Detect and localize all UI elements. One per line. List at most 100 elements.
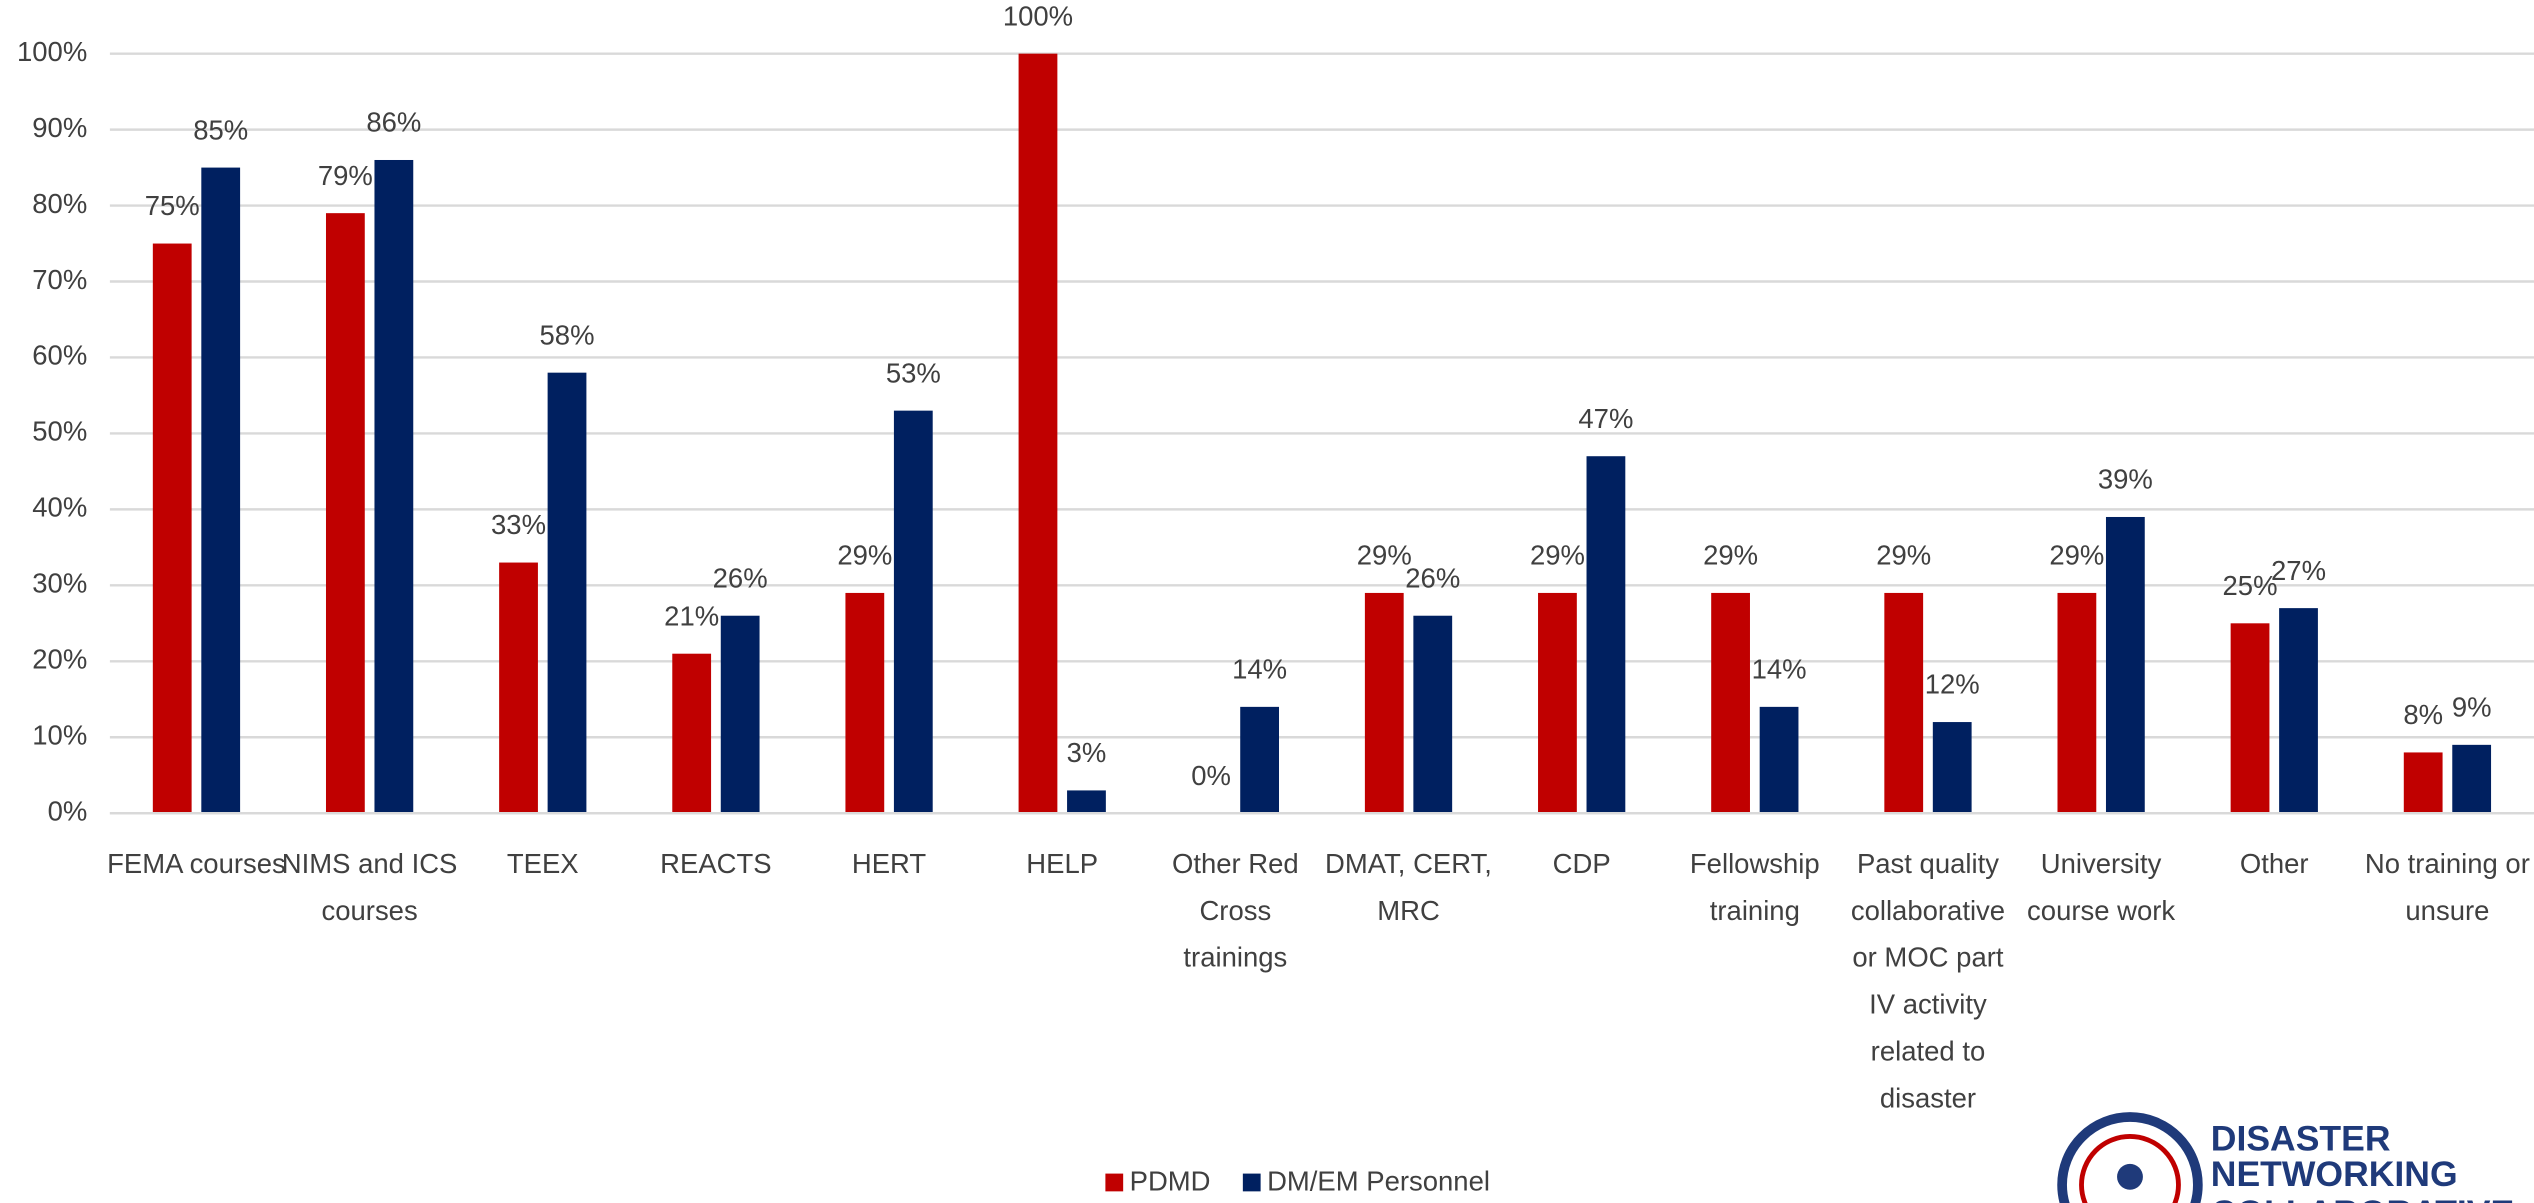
logo-figure [2117, 1163, 2143, 1190]
x-tick-label-box: HERT [851, 848, 927, 880]
x-tick-label-box: DMAT, CERT, MRC [1325, 848, 1492, 927]
bar [672, 653, 712, 814]
logo: DISASTER NETWORKING COLLABORATIVE [2057, 1112, 2514, 1203]
data-label: 25% [2223, 570, 2278, 601]
y-tick-label: 90% [32, 112, 87, 143]
y-tick-label: 0% [48, 795, 88, 826]
bar [1538, 592, 1577, 814]
data-label: 26% [713, 562, 768, 593]
data-label: 86% [366, 107, 421, 138]
data-label: 8% [2403, 699, 2443, 730]
bar [1067, 790, 1106, 814]
x-tick-label: NIMS and ICS courses [281, 848, 458, 927]
bar [845, 592, 885, 814]
y-tick-label: 60% [32, 340, 87, 371]
y-tick-label: 40% [32, 492, 87, 523]
x-tick-label-box: Fellowship training [1689, 848, 1820, 927]
data-label: 29% [837, 540, 892, 571]
data-label: 14% [1232, 654, 1287, 685]
bar [2057, 592, 2097, 814]
logo-text: NETWORKING [2211, 1154, 2458, 1194]
data-label: 0% [1191, 760, 1231, 791]
data-label: 29% [1357, 540, 1412, 571]
bar [1413, 615, 1453, 814]
data-label: 14% [1752, 654, 1807, 685]
data-label: 9% [2452, 692, 2492, 723]
y-tick-label: 70% [32, 264, 87, 295]
x-tick-label-box: CDP [1552, 848, 1611, 880]
y-tick-label: 20% [32, 644, 87, 675]
data-label: 3% [1067, 737, 1107, 768]
bar [2230, 623, 2270, 814]
logo-text: COLLABORATIVE [2211, 1193, 2514, 1203]
x-tick-label: HELP [1026, 848, 1099, 880]
legend-swatch [1105, 1173, 1124, 1192]
x-tick-label: Past quality collaborative or MOC part I… [1850, 848, 2006, 1114]
bar [1240, 706, 1280, 814]
x-tick-label-box: Other Red Cross trainings [1171, 848, 1299, 974]
bar [1884, 592, 1924, 814]
data-label: 100% [1003, 0, 1073, 31]
x-tick-label: Fellowship training [1689, 848, 1820, 927]
bar [201, 167, 241, 814]
bar [2452, 744, 2492, 814]
data-label: 29% [1530, 540, 1585, 571]
data-label: 53% [886, 357, 941, 388]
x-tick-label: CDP [1552, 848, 1611, 880]
legend-swatch [1242, 1173, 1261, 1192]
data-label: 47% [1578, 403, 1633, 434]
bar [1364, 592, 1404, 814]
x-tick-label-box: No training or unsure [2364, 848, 2530, 927]
data-label: 12% [1925, 669, 1980, 700]
y-tick-label: 30% [32, 568, 87, 599]
x-tick-label-box: University course work [2027, 848, 2176, 927]
x-tick-label: University course work [2027, 848, 2176, 927]
data-label: 29% [1876, 540, 1931, 571]
data-label: 21% [664, 600, 719, 631]
bar [1711, 592, 1750, 814]
bar [2279, 608, 2318, 814]
data-label: 26% [1405, 562, 1460, 593]
data-label: 33% [491, 509, 546, 540]
x-tick-label: Other [2239, 848, 2309, 880]
x-tick-label: No training or unsure [2364, 848, 2530, 927]
bar [325, 213, 365, 814]
data-label: 75% [145, 190, 200, 221]
bar [1018, 53, 1058, 814]
bar [1932, 722, 1972, 814]
data-label: 58% [540, 319, 595, 350]
y-tick-label: 10% [32, 720, 87, 751]
bar [499, 562, 538, 814]
bar [547, 372, 587, 814]
x-tick-label-box: NIMS and ICS courses [281, 848, 458, 927]
bar [152, 243, 192, 814]
data-label: 39% [2098, 464, 2153, 495]
logo-text: DISASTER [2211, 1119, 2391, 1159]
legend-label: DM/EM Personnel [1267, 1166, 1490, 1197]
bar [2403, 752, 2443, 814]
x-tick-label: Other Red Cross trainings [1171, 848, 1299, 974]
x-tick-label: TEEX [506, 848, 579, 880]
x-tick-label-box: HELP [1026, 848, 1099, 880]
x-tick-label-box: TEEX [506, 848, 579, 880]
x-tick-label-box: Other [2239, 848, 2309, 880]
data-label: 29% [2049, 540, 2104, 571]
x-tick-label-box: FEMA courses [107, 848, 286, 880]
x-tick-label: FEMA courses [107, 848, 286, 880]
x-tick-label: HERT [851, 848, 927, 880]
data-label: 79% [318, 160, 373, 191]
x-tick-label: DMAT, CERT, MRC [1325, 848, 1492, 927]
x-tick-label: REACTS [660, 848, 772, 880]
y-tick-label: 100% [17, 36, 87, 67]
bar [1586, 456, 1626, 814]
legend-label: PDMD [1130, 1166, 1211, 1197]
y-tick-label: 80% [32, 188, 87, 219]
data-label: 85% [193, 114, 248, 145]
y-tick-label: 50% [32, 416, 87, 447]
bar [1759, 706, 1799, 814]
bar [2105, 516, 2145, 814]
bar [374, 159, 414, 814]
data-label: 29% [1703, 540, 1758, 571]
data-label: 27% [2271, 555, 2326, 586]
x-tick-label-box: REACTS [660, 848, 772, 880]
